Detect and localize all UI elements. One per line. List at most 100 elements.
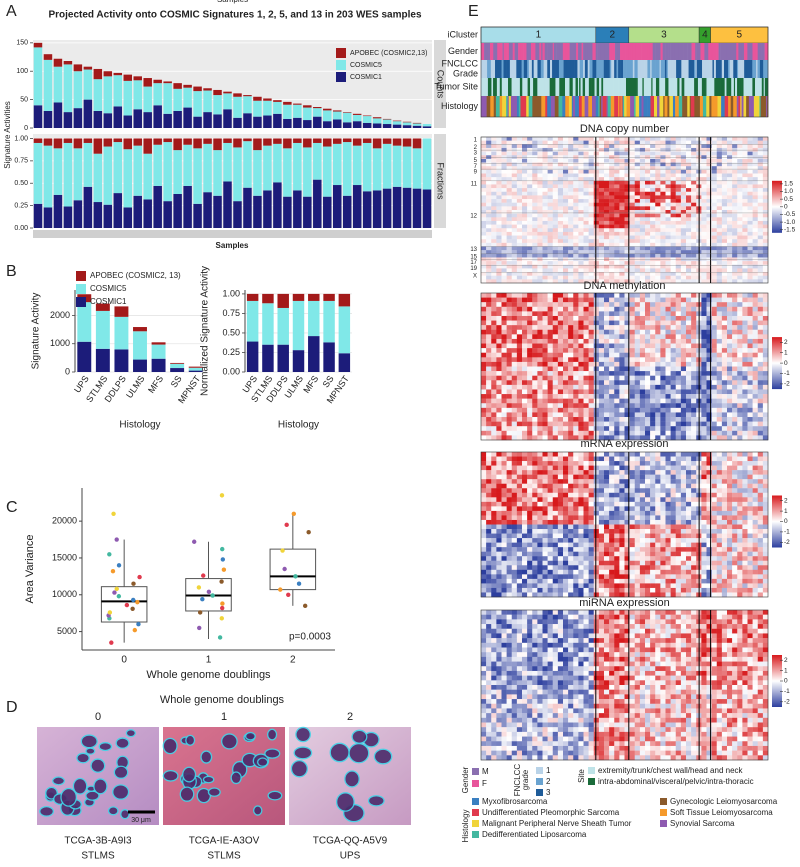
bar-segment [273, 144, 281, 182]
heatmap-cell [655, 334, 660, 339]
heatmap-cell [635, 334, 640, 339]
heatmap-cell [599, 257, 604, 261]
heatmap-cell [517, 293, 522, 298]
heatmap-cell [686, 385, 691, 390]
heatmap-cell [537, 353, 542, 358]
heatmap-cell [532, 367, 537, 372]
heatmap-cell [676, 321, 681, 326]
heatmap-cell [635, 348, 640, 353]
heatmap-cell [630, 177, 635, 181]
heatmap-cell [645, 155, 650, 159]
heatmap-cell [512, 206, 517, 210]
heatmap-cell [609, 362, 614, 367]
heatmap-cell [609, 330, 614, 335]
heatmap-cell [732, 177, 737, 181]
heatmap-cell [517, 279, 522, 283]
heatmap-cell [650, 339, 655, 344]
heatmap-cell [640, 431, 645, 436]
bar-segment [308, 301, 319, 336]
heatmap-cell [691, 307, 696, 312]
bar-segment [114, 306, 128, 316]
heatmap-cell [686, 261, 691, 265]
heatmap-cell [645, 330, 650, 335]
heatmap-cell [578, 254, 583, 258]
heatmap-cell [635, 316, 640, 321]
y-tick-label: 5000 [57, 626, 77, 636]
heatmap-cell [553, 214, 558, 218]
heatmap-cell [655, 422, 660, 427]
track-cell [554, 43, 557, 60]
heatmap-cell [686, 321, 691, 326]
heatmap-cell [645, 311, 650, 316]
heatmap-cell [563, 199, 568, 203]
heatmap-cell [655, 321, 660, 326]
heatmap-cell [748, 195, 753, 199]
heatmap-cell [676, 353, 681, 358]
heatmap-cell [584, 408, 589, 413]
heatmap-cell [532, 276, 537, 280]
heatmap-cell [671, 344, 676, 349]
heatmap-cell [640, 325, 645, 330]
heatmap-cell [548, 214, 553, 218]
track-cell [714, 96, 718, 117]
heatmap-cell [512, 376, 517, 381]
heatmap-cell [727, 181, 732, 185]
heatmap-cell [578, 422, 583, 427]
heatmap-cell [676, 217, 681, 221]
heatmap-cell [722, 316, 727, 321]
heatmap-cell [722, 279, 727, 283]
heatmap-cell [701, 272, 706, 276]
heatmap-cell [486, 232, 491, 236]
heatmap-cell [573, 163, 578, 167]
heatmap-cell [686, 221, 691, 225]
heatmap-cell [737, 325, 742, 330]
track-cell [659, 96, 663, 117]
heatmap-cell [589, 247, 594, 251]
heatmap-cell [742, 298, 747, 303]
heatmap-cell [686, 250, 691, 254]
bar-segment [303, 197, 311, 228]
heatmap-cell [486, 148, 491, 152]
heatmap-cell [717, 152, 722, 156]
heatmap-cell [650, 214, 655, 218]
heatmap-cell [507, 417, 512, 422]
heatmap-cell [742, 148, 747, 152]
heatmap-cell [578, 353, 583, 358]
heatmap-cell [691, 330, 696, 335]
heatmap-cell [645, 236, 650, 240]
track-cell [717, 78, 720, 96]
heatmap-cell [548, 403, 553, 408]
heatmap-cell [532, 232, 537, 236]
heatmap-cell [722, 152, 727, 156]
heatmap-cell [507, 221, 512, 225]
heatmap-cell [758, 141, 763, 145]
heatmap-cell [722, 293, 727, 298]
heatmap-cell [635, 184, 640, 188]
heatmap-cell [701, 380, 706, 385]
heatmap-cell [737, 195, 742, 199]
heatmap-cell [681, 403, 686, 408]
x-axis-label: Samples [216, 241, 249, 250]
heatmap-cell [543, 298, 548, 303]
heatmap-cell [594, 408, 599, 413]
track-cell [604, 60, 607, 78]
bar-segment [253, 196, 261, 228]
heatmap-cell [532, 265, 537, 269]
heatmap-cell [522, 155, 527, 159]
heatmap-cell [732, 199, 737, 203]
track-cell [675, 43, 679, 60]
heatmap-cell [512, 422, 517, 427]
heatmap-cell [737, 272, 742, 276]
heatmap-cell [732, 232, 737, 236]
heatmap-cell [563, 177, 568, 181]
heatmap-cell [502, 254, 507, 258]
bar-segment [423, 138, 431, 189]
heatmap-cell [758, 163, 763, 167]
heatmap-cell [537, 399, 542, 404]
bar-segment [293, 143, 301, 190]
heatmap-cell [517, 199, 522, 203]
heatmap-cell [763, 221, 768, 225]
heatmap-cell [650, 357, 655, 362]
track-cell [539, 43, 541, 60]
heatmap-cell [650, 155, 655, 159]
